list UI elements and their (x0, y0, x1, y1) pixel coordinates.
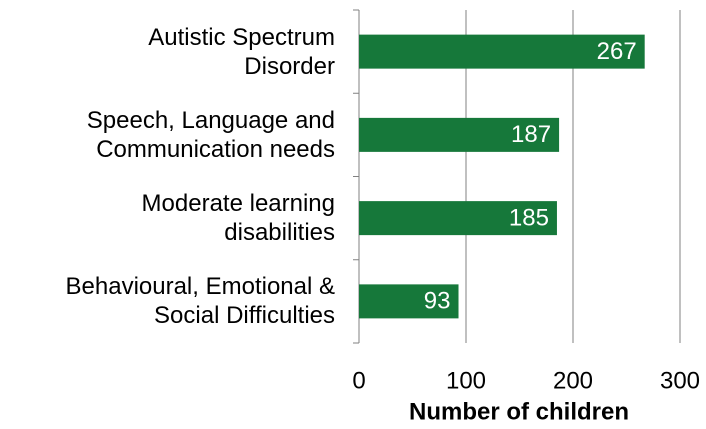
bar (359, 117, 560, 152)
value-label: 267 (597, 38, 637, 65)
category-label: Moderate learning disabilities (141, 190, 335, 247)
x-tick-label: 100 (446, 367, 486, 394)
category-label: Behavioural, Emotional & Social Difficul… (65, 273, 335, 330)
category-label: Autistic Spectrum Disorder (148, 23, 335, 80)
x-tick-label: 300 (660, 367, 700, 394)
x-tick-label: 200 (553, 367, 593, 394)
value-label: 93 (424, 288, 451, 315)
x-tick-label: 0 (352, 367, 365, 394)
bar (359, 34, 645, 69)
bar (359, 201, 557, 236)
category-label: Speech, Language and Communication needs (86, 106, 335, 163)
x-axis-label: Number of children (409, 398, 629, 425)
bar (359, 284, 459, 319)
value-label: 185 (509, 204, 549, 231)
value-label: 187 (511, 121, 551, 148)
